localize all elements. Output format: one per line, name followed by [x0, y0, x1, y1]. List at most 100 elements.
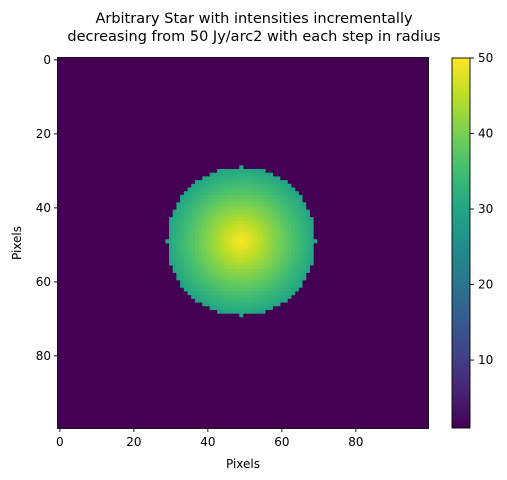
- heatmap-cell: [254, 239, 259, 244]
- heatmap-cell: [213, 220, 218, 225]
- heatmap-cell: [257, 194, 262, 199]
- heatmap-cell: [172, 231, 177, 236]
- heatmap-cell: [287, 239, 292, 244]
- heatmap-cell: [228, 198, 233, 203]
- heatmap-cell: [169, 254, 174, 259]
- heatmap-cell: [283, 224, 288, 229]
- heatmap-cell: [202, 180, 207, 185]
- heatmap-cell: [265, 283, 270, 288]
- heatmap-cell: [209, 302, 214, 307]
- heatmap-cell: [268, 206, 273, 211]
- heatmap-cell: [250, 202, 255, 207]
- heatmap-cell: [235, 250, 240, 255]
- heatmap-cell: [291, 246, 296, 251]
- heatmap-cell: [224, 250, 229, 255]
- heatmap-cell: [280, 209, 285, 214]
- heatmap-cell: [187, 217, 192, 222]
- heatmap-cell: [246, 261, 251, 266]
- heatmap-cell: [268, 198, 273, 203]
- heatmap-cell: [268, 294, 273, 299]
- heatmap-cell: [194, 191, 199, 196]
- heatmap-cell: [187, 187, 192, 192]
- heatmap-cell: [220, 265, 225, 270]
- heatmap-cell: [187, 283, 192, 288]
- heatmap-cell: [194, 246, 199, 251]
- heatmap-cell: [254, 298, 259, 303]
- heatmap-cell: [191, 246, 196, 251]
- heatmap-cell: [220, 243, 225, 248]
- heatmap-cell: [202, 187, 207, 192]
- heatmap-cell: [250, 224, 255, 229]
- heatmap-cell: [291, 206, 296, 211]
- heatmap-cell: [276, 217, 281, 222]
- heatmap-cell: [254, 287, 259, 292]
- heatmap-cell: [239, 235, 244, 240]
- heatmap-cell: [209, 235, 214, 240]
- heatmap-cell: [231, 198, 236, 203]
- heatmap-cell: [209, 243, 214, 248]
- heatmap-cell: [228, 172, 233, 177]
- heatmap-cell: [276, 283, 281, 288]
- heatmap-cell: [217, 294, 222, 299]
- heatmap-cell: [224, 191, 229, 196]
- heatmap-cell: [287, 198, 292, 203]
- heatmap-cell: [276, 261, 281, 266]
- heatmap-cell: [213, 231, 218, 236]
- heatmap-cell: [294, 224, 299, 229]
- heatmap-cell: [265, 183, 270, 188]
- heatmap-cell: [265, 302, 270, 307]
- heatmap-cell: [276, 176, 281, 181]
- heatmap-cell: [276, 198, 281, 203]
- colorbar-tick-label: 40: [478, 127, 493, 141]
- heatmap-cell: [239, 309, 244, 314]
- heatmap-cell: [254, 176, 259, 181]
- heatmap-cell: [250, 176, 255, 181]
- heatmap-cell: [209, 176, 214, 181]
- heatmap-cell: [194, 183, 199, 188]
- heatmap-cell: [228, 228, 233, 233]
- heatmap-cell: [235, 213, 240, 218]
- heatmap-cell: [250, 228, 255, 233]
- heatmap-cell: [302, 265, 307, 270]
- heatmap-cell: [220, 206, 225, 211]
- heatmap-cell: [220, 198, 225, 203]
- heatmap-cell: [231, 265, 236, 270]
- heatmap-cell: [283, 280, 288, 285]
- heatmap-cell: [206, 209, 211, 214]
- heatmap-cell: [187, 213, 192, 218]
- heatmap-cell: [294, 283, 299, 288]
- heatmap-cell: [198, 180, 203, 185]
- heatmap-cell: [217, 194, 222, 199]
- heatmap-cell: [257, 209, 262, 214]
- heatmap-cell: [224, 254, 229, 259]
- heatmap-cell: [183, 209, 188, 214]
- heatmap-cell: [191, 261, 196, 266]
- heatmap-cell: [309, 239, 314, 244]
- heatmap-cell: [261, 169, 266, 174]
- heatmap-cell: [268, 298, 273, 303]
- heatmap-cell: [239, 194, 244, 199]
- heatmap-cell: [220, 228, 225, 233]
- heatmap-cell: [209, 198, 214, 203]
- heatmap-cell: [217, 246, 222, 251]
- heatmap-cell: [172, 228, 177, 233]
- heatmap-cell: [302, 243, 307, 248]
- heatmap-cell: [246, 239, 251, 244]
- heatmap-cell: [246, 206, 251, 211]
- heatmap-cell: [268, 243, 273, 248]
- heatmap-cell: [246, 243, 251, 248]
- heatmap-cell: [213, 261, 218, 266]
- heatmap-cell: [250, 268, 255, 273]
- heatmap-cell: [239, 183, 244, 188]
- heatmap-cell: [272, 220, 277, 225]
- heatmap-cell: [261, 298, 266, 303]
- heatmap-cell: [224, 213, 229, 218]
- heatmap-cell: [187, 202, 192, 207]
- heatmap-cell: [268, 176, 273, 181]
- heatmap-cell: [280, 213, 285, 218]
- heatmap-cell: [228, 268, 233, 273]
- y-tick-label: 40: [36, 201, 51, 215]
- heatmap-cell: [183, 257, 188, 262]
- heatmap-cell: [250, 213, 255, 218]
- heatmap-cell: [243, 305, 248, 310]
